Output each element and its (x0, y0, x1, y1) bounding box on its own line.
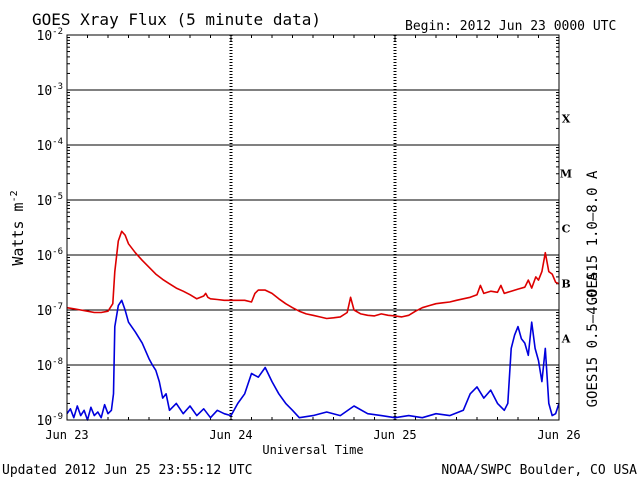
y-tick-label: 10-4 (37, 137, 64, 154)
x-tick-label: Jun 26 (537, 428, 580, 442)
x-tick-label: Jun 24 (209, 428, 252, 442)
begin-label: Begin: 2012 Jun 23 0000 UTC (405, 19, 616, 34)
chart-title: GOES Xray Flux (5 minute data) (32, 10, 321, 29)
flare-class-c: C (562, 223, 571, 236)
series-long-channel-line (66, 230, 560, 320)
x-tick-label: Jun 25 (373, 428, 416, 442)
y-tick-label: 10-6 (37, 247, 64, 264)
legend-long-channel: GOES15 1.0–8.0 A (585, 170, 601, 305)
y-tick-label: 10-3 (37, 82, 64, 99)
x-axis-label: Universal Time (262, 443, 363, 457)
y-tick-label: 10-9 (37, 412, 64, 429)
data-series (66, 230, 560, 421)
flare-class-m: M (560, 168, 572, 181)
flare-class-x: X (562, 113, 571, 126)
legend-short-channel: GOES15 0.5–4.0 A (585, 272, 601, 407)
y-axis-ticks: 10-2 10-3 10-4 10-5 10-6 10-7 10-8 10-9 (37, 27, 559, 429)
flare-class-labels: X M C B A (560, 113, 572, 346)
updated-timestamp: Updated 2012 Jun 25 23:55:12 UTC (2, 463, 252, 478)
grid-lines (67, 35, 559, 420)
y-tick-label: 10-2 (37, 27, 64, 44)
y-tick-label: 10-5 (37, 192, 64, 209)
y-tick-label: 10-7 (37, 302, 64, 319)
series-short-channel-line (66, 299, 560, 421)
flare-class-b: B (561, 278, 570, 291)
y-axis-label: Watts m-2 (9, 190, 27, 265)
y-tick-label: 10-8 (37, 357, 64, 374)
plot-frame (66, 34, 560, 421)
flare-class-a: A (561, 333, 571, 346)
x-tick-label: Jun 23 (45, 428, 88, 442)
credit-text: NOAA/SWPC Boulder, CO USA (441, 463, 637, 478)
